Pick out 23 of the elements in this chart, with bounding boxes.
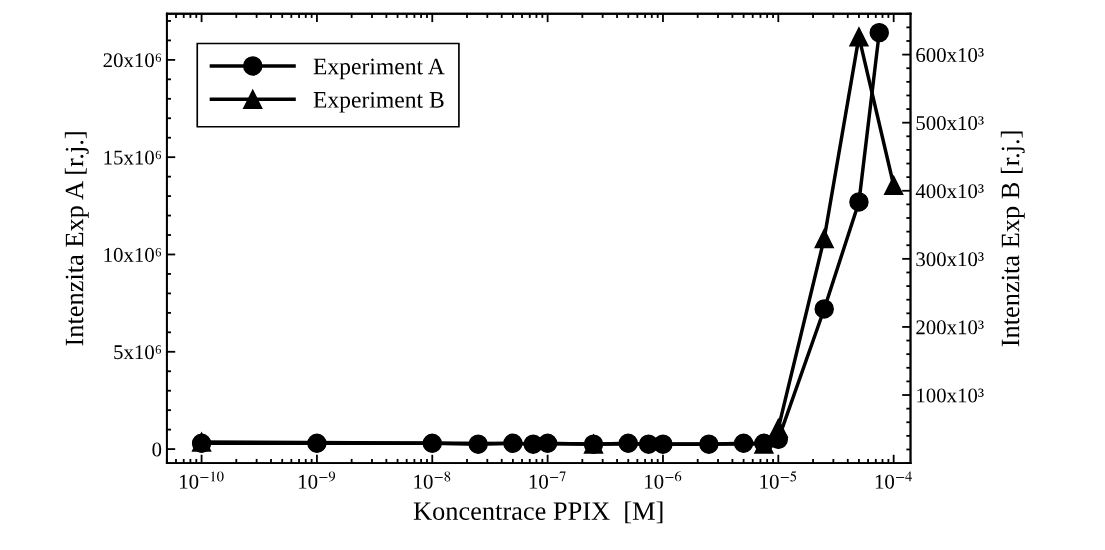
- y2-tick-label: 500x10³: [916, 116, 984, 131]
- x-tick-label: 10$^{−8}$: [414, 471, 451, 489]
- y-tick-label: 5x10⁶: [114, 345, 162, 360]
- y2-tick-label: 300x10³: [916, 252, 984, 267]
- y2-tick-label: 600x10³: [916, 47, 984, 63]
- y2-tick-label: 200x10³: [916, 320, 984, 335]
- y-tick-label: 10x10⁶: [104, 247, 162, 262]
- y-tick-label: 20x10⁶: [103, 53, 162, 68]
- y-tick-label: 0: [152, 442, 162, 457]
- y-axis-title: Intenzita Exp A [r.j.]: [64, 132, 89, 346]
- x-tick-label: 10$^{−9}$: [299, 471, 336, 489]
- x-axis-title: Koncentrace PPIX [M]: [413, 501, 663, 524]
- x-tick-label: 10$^{−6}$: [645, 471, 682, 489]
- x-tick-label: 10$^{−4}$: [875, 471, 913, 489]
- x-tick-label: 10$^{−7}$: [529, 471, 566, 489]
- x-tick-label: 10$^{−10}$: [180, 471, 224, 489]
- y2-tick-label: 100x10³: [917, 388, 984, 403]
- legend-label: Experiment B: [313, 91, 444, 113]
- y-tick-label: 15x10⁶: [104, 150, 162, 165]
- y2-tick-label: 400x10³: [915, 184, 984, 199]
- y2-axis-title: Intenzita Exp B [r.j.]: [1000, 131, 1025, 347]
- legend-label: Experiment A: [313, 58, 445, 80]
- x-tick-label: 10$^{−5}$: [760, 471, 797, 489]
